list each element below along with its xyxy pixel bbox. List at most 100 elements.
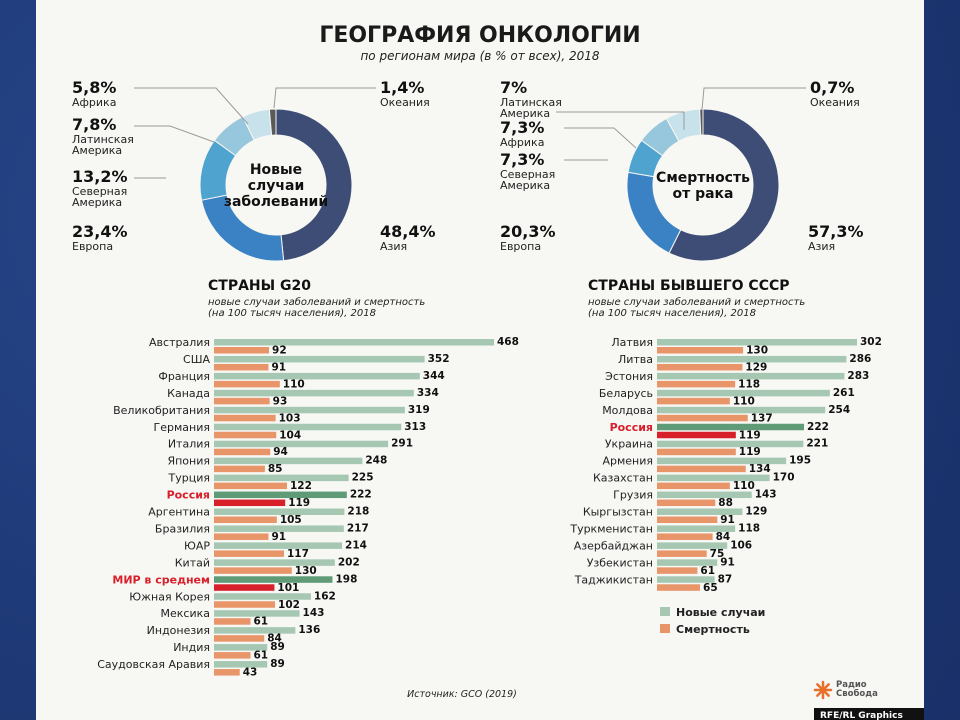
new-cases-value: 143: [303, 607, 325, 619]
new-cases-value: 319: [408, 404, 430, 416]
deaths-value: 61: [253, 650, 268, 662]
new-cases-bar: [657, 508, 743, 515]
country-label: Украина: [605, 438, 653, 451]
country-label: Россия: [167, 489, 210, 502]
donut-slice: [668, 108, 780, 262]
country-label: Мексика: [161, 607, 210, 620]
legend-label-deaths: Смертность: [676, 623, 750, 636]
new-cases-value: 468: [497, 336, 519, 348]
deaths-value: 91: [720, 514, 735, 526]
new-cases-value: 218: [347, 506, 369, 518]
new-cases-bar: [214, 474, 349, 482]
deaths-value: 43: [243, 667, 258, 679]
country-label: Южная Корея: [129, 590, 210, 603]
donut-slice-value: 7,3%: [500, 118, 544, 137]
deaths-bar: [657, 363, 743, 371]
legend-swatch-new-cases: [660, 607, 670, 616]
new-cases-bar: [214, 542, 343, 549]
new-cases-value: 162: [314, 590, 336, 602]
country-label: Франция: [158, 370, 210, 383]
donut-center-label: Смертность от рака: [656, 170, 750, 202]
donut-slice-value: 7,8%: [72, 115, 116, 134]
logo-text: Радио Свобода: [836, 680, 878, 699]
donut-slice-label: Северная Америка: [500, 168, 555, 192]
leader-line: [134, 125, 215, 143]
deaths-bar: [657, 431, 736, 439]
deaths-value: 91: [271, 531, 286, 543]
new-cases-value: 344: [423, 370, 445, 382]
donut-slice-label: Европа: [72, 240, 113, 253]
deaths-bar: [214, 380, 280, 388]
new-cases-value: 221: [806, 438, 828, 450]
new-cases-value: 225: [352, 472, 374, 484]
deaths-bar: [214, 584, 275, 591]
country-label: Молдова: [602, 404, 653, 417]
deaths-value: 137: [751, 412, 773, 424]
new-cases-value: 195: [789, 455, 811, 467]
deaths-bar: [214, 550, 284, 557]
donut-slice-label: Азия: [380, 240, 407, 253]
new-cases-value: 89: [270, 658, 285, 670]
new-cases-bar: [214, 406, 405, 414]
source-note: Источник: GCO (2019): [407, 689, 517, 700]
donut-slice-label: Европа: [500, 240, 541, 253]
deaths-bar: [657, 347, 744, 354]
new-cases-value: 222: [350, 489, 372, 501]
country-label: Саудовская Аравия: [97, 658, 210, 671]
deaths-value: 110: [283, 378, 305, 390]
country-label: Бразилия: [155, 522, 210, 535]
new-cases-bar: [214, 576, 333, 583]
new-cases-value: 91: [720, 556, 735, 568]
new-cases-bar: [214, 508, 345, 515]
country-label: Италия: [168, 438, 210, 451]
deaths-value: 117: [287, 548, 309, 560]
leader-line: [273, 87, 376, 109]
bar-chart-title: СТРАНЫ БЫВШЕГО СССР: [588, 278, 790, 294]
new-cases-value: 291: [391, 438, 413, 450]
deaths-value: 84: [267, 633, 282, 645]
new-cases-value: 313: [404, 421, 426, 433]
new-cases-bar: [214, 440, 389, 448]
radio-svoboda-logo: [813, 680, 833, 700]
bar-chart-title: СТРАНЫ G20: [208, 278, 311, 294]
deaths-bar: [657, 380, 736, 388]
country-label: Канада: [167, 387, 210, 400]
country-label: Кыргызстан: [583, 506, 653, 519]
deaths-bar: [657, 584, 701, 591]
new-cases-bar: [214, 457, 363, 465]
deaths-value: 91: [271, 361, 286, 373]
logo-ray: [821, 683, 830, 692]
donut-slice-label: Океания: [810, 96, 860, 109]
donut-slice-value: 13,2%: [72, 167, 128, 186]
deaths-bar: [214, 431, 277, 439]
deaths-bar: [214, 482, 287, 490]
new-cases-bar: [214, 355, 425, 363]
country-label: Австралия: [149, 336, 210, 349]
deaths-value: 119: [739, 446, 761, 458]
new-cases-bar: [657, 406, 826, 414]
deaths-value: 134: [749, 463, 771, 475]
new-cases-bar: [657, 389, 830, 397]
deaths-bar: [214, 618, 251, 625]
country-label: Индонезия: [147, 624, 210, 637]
new-cases-bar: [214, 661, 268, 668]
donut-slice-value: 7,3%: [500, 150, 544, 169]
new-cases-value: 89: [270, 641, 285, 653]
deaths-value: 129: [745, 361, 767, 373]
deaths-value: 93: [273, 395, 288, 407]
country-label: Армения: [602, 455, 653, 468]
new-cases-bar: [657, 525, 736, 532]
deaths-value: 119: [739, 429, 761, 441]
bar-chart-1: [214, 339, 494, 676]
deaths-bar: [657, 414, 748, 422]
leader-line: [134, 87, 249, 125]
donut-slice-value: 1,4%: [380, 78, 424, 97]
new-cases-bar: [657, 542, 728, 549]
bar-chart-subtitle: новые случаи заболеваний и смертность (на…: [588, 296, 805, 319]
new-cases-value: 283: [847, 370, 869, 382]
deaths-bar: [657, 550, 707, 557]
deaths-value: 110: [733, 480, 755, 492]
new-cases-value: 143: [755, 489, 777, 501]
new-cases-bar: [657, 339, 857, 346]
page-subtitle: по регионам мира (в % от всех), 2018: [360, 49, 599, 63]
